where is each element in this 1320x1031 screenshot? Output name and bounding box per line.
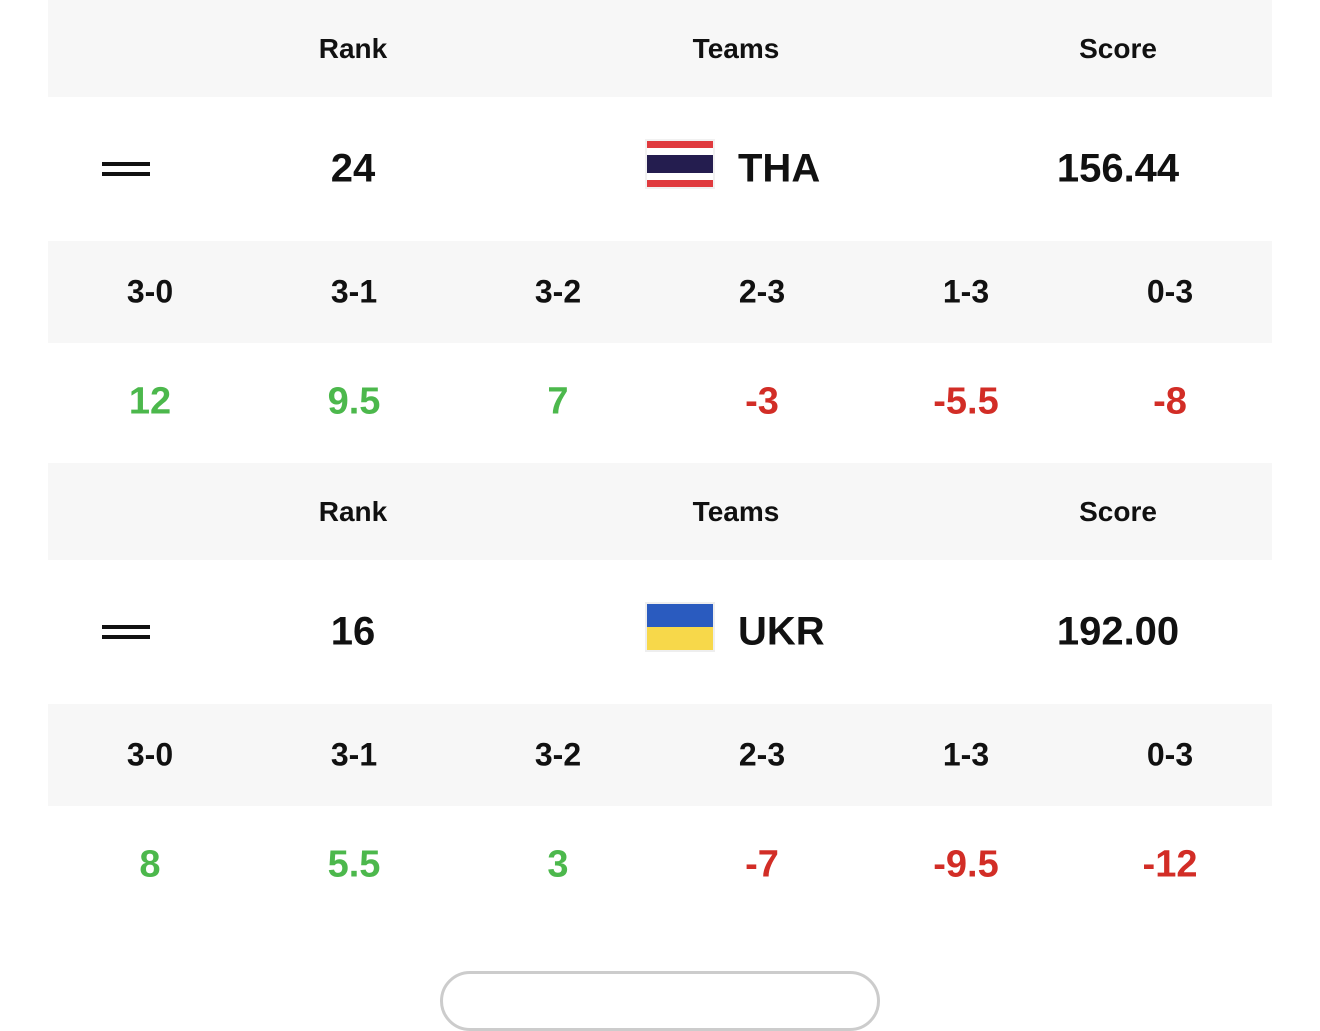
rank-header: Rank <box>318 32 388 64</box>
result-label: 0-3 <box>1146 273 1194 310</box>
points-row: 12 9.5 7 -3 -5.5 -8 <box>48 343 1272 460</box>
rank-change-icon <box>102 162 150 176</box>
team-row: 24 THA 156.44 <box>48 97 1272 241</box>
more-button[interactable] <box>440 971 880 1031</box>
result-label: 3-0 <box>126 273 174 310</box>
results-header: 3-0 3-1 3-2 2-3 1-3 0-3 <box>48 704 1272 806</box>
points: 3 <box>547 843 569 885</box>
result-label: 1-3 <box>942 273 990 310</box>
team-row: 16 UKR 192.00 <box>48 560 1272 704</box>
points: 12 <box>128 380 172 422</box>
result-label: 2-3 <box>738 273 786 310</box>
rank: 16 <box>330 609 376 654</box>
team-block: Rank Teams Score 16 UKR 192.00 3-0 3-1 3-2 2-3 1-3… <box>48 463 1272 923</box>
team-name: UKR <box>738 609 825 654</box>
score-header: Score <box>1079 495 1157 527</box>
points: 8 <box>139 843 161 885</box>
points-row: 8 5.5 3 -7 -9.5 -12 <box>48 806 1272 923</box>
points: -5.5 <box>933 380 999 422</box>
points: 7 <box>547 380 569 422</box>
result-label: 3-2 <box>534 736 582 773</box>
result-label: 0-3 <box>1146 736 1194 773</box>
points: -9.5 <box>933 843 999 885</box>
flag <box>645 139 715 199</box>
team-name: THA <box>738 146 821 191</box>
page: Rank Teams Score 24 THA 156.44 3-0 3-1 3-2 2-3 1-3… <box>48 0 1272 1031</box>
result-label: 1-3 <box>942 736 990 773</box>
result-label: 3-2 <box>534 273 582 310</box>
teams-header: Teams <box>692 32 780 64</box>
table-header: Rank Teams Score <box>48 463 1272 560</box>
table-header: Rank Teams Score <box>48 0 1272 97</box>
points: 9.5 <box>327 380 381 422</box>
rank-header: Rank <box>318 495 388 527</box>
points: 5.5 <box>327 843 381 885</box>
flag <box>645 602 715 662</box>
teams-header: Teams <box>692 495 780 527</box>
rank-change-icon <box>102 625 150 639</box>
result-label: 3-1 <box>330 273 378 310</box>
results-header: 3-0 3-1 3-2 2-3 1-3 0-3 <box>48 241 1272 343</box>
score-header: Score <box>1079 32 1157 64</box>
rank: 24 <box>330 146 376 191</box>
result-label: 2-3 <box>738 736 786 773</box>
result-label: 3-1 <box>330 736 378 773</box>
points: -3 <box>745 380 779 422</box>
points: -8 <box>1153 380 1187 422</box>
team-block: Rank Teams Score 24 THA 156.44 3-0 3-1 3-2 2-3 1-3… <box>48 0 1272 460</box>
score: 156.44 <box>1056 146 1180 191</box>
score: 192.00 <box>1056 609 1180 654</box>
result-label: 3-0 <box>126 736 174 773</box>
points: -12 <box>1142 843 1198 885</box>
points: -7 <box>745 843 779 885</box>
